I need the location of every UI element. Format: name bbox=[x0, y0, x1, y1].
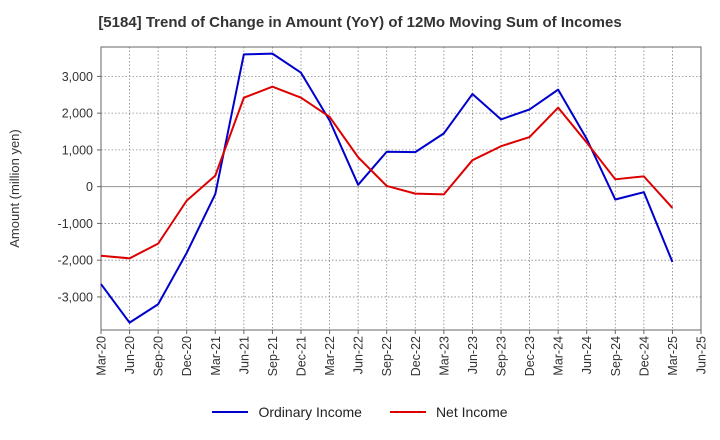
x-tick-label: Jun-25 bbox=[695, 336, 709, 374]
legend-item-net-income: Net Income bbox=[389, 404, 508, 420]
chart-title: [5184] Trend of Change in Amount (YoY) o… bbox=[98, 14, 622, 31]
x-tick-label: Mar-20 bbox=[95, 336, 109, 376]
grid bbox=[100, 47, 702, 330]
x-tick-label: Mar-24 bbox=[552, 336, 566, 376]
x-tick-label: Jun-23 bbox=[466, 336, 480, 374]
x-tick-label: Mar-21 bbox=[209, 336, 223, 376]
x-tick-label: Mar-25 bbox=[666, 336, 680, 376]
tick-labels: -3,000 -2,000 -1,000 0 1,000 2,000 3,000 Mar-20… bbox=[58, 70, 709, 376]
x-tick-label: Sep-20 bbox=[152, 336, 166, 376]
x-tick-label: Jun-24 bbox=[580, 336, 594, 374]
legend-label-ordinary-income: Ordinary Income bbox=[258, 404, 362, 420]
axes bbox=[97, 46, 702, 334]
x-tick-label: Dec-20 bbox=[180, 336, 194, 376]
x-tick-label: Dec-21 bbox=[295, 336, 309, 376]
legend: Ordinary Income Net Income bbox=[0, 404, 720, 420]
legend-swatch-ordinary-income bbox=[212, 411, 249, 413]
y-tick-label: 2,000 bbox=[62, 107, 93, 121]
x-tick-label: Sep-21 bbox=[266, 336, 280, 376]
y-tick-label: 3,000 bbox=[62, 70, 93, 84]
x-tick-label: Jun-20 bbox=[123, 336, 137, 374]
plot-frame bbox=[100, 46, 702, 331]
x-tick-label: Mar-22 bbox=[323, 336, 337, 376]
x-tick-label: Jun-22 bbox=[352, 336, 366, 374]
y-tick-label: -1,000 bbox=[58, 217, 93, 231]
legend-item-ordinary-income: Ordinary Income bbox=[212, 404, 362, 420]
series-line-ordinary-income bbox=[100, 52, 674, 324]
y-tick-label: -3,000 bbox=[58, 290, 93, 304]
x-tick-label: Dec-22 bbox=[409, 336, 423, 376]
x-tick-label: Sep-24 bbox=[609, 336, 623, 376]
y-tick-label: 0 bbox=[86, 180, 93, 194]
y-tick-label: 1,000 bbox=[62, 143, 93, 157]
x-tick-label: Mar-23 bbox=[437, 336, 451, 376]
legend-label-net-income: Net Income bbox=[435, 404, 508, 420]
x-tick-label: Sep-22 bbox=[380, 336, 394, 376]
series-line-net-income bbox=[100, 85, 674, 260]
series-lines bbox=[100, 52, 674, 324]
x-tick-label: Jun-21 bbox=[237, 336, 251, 374]
y-axis-label: Amount (million yen) bbox=[7, 129, 22, 248]
x-tick-label: Dec-24 bbox=[637, 336, 651, 376]
y-tick-label: -2,000 bbox=[58, 254, 93, 268]
x-tick-label: Dec-23 bbox=[523, 336, 537, 376]
x-tick-label: Sep-23 bbox=[495, 336, 509, 376]
legend-swatch-net-income bbox=[389, 411, 426, 413]
